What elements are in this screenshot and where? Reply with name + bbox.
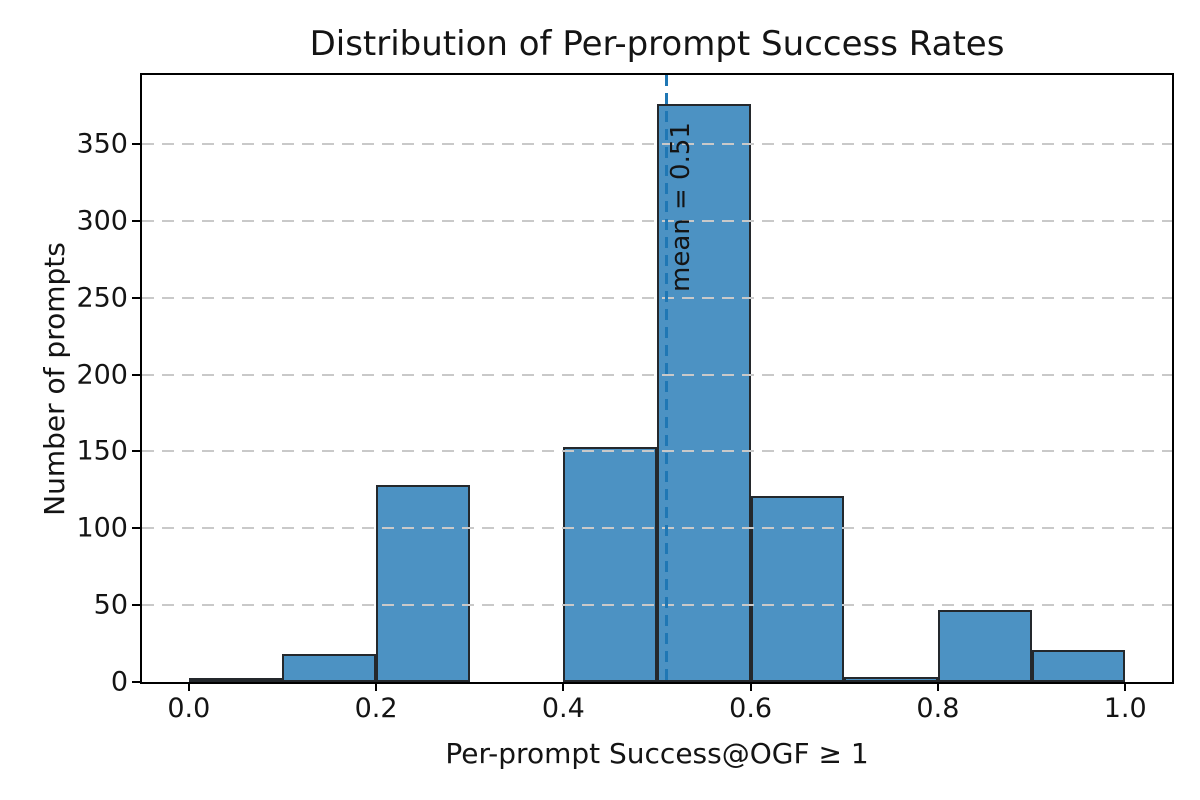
y-axis-label: Number of prompts [38, 242, 71, 516]
x-axis-label: Per-prompt Success@OGF ≥ 1 [445, 737, 869, 770]
y-tick [132, 681, 142, 683]
y-tick [132, 143, 142, 146]
y-tick-label: 350 [76, 128, 128, 160]
y-tick-label: 200 [76, 359, 128, 391]
y-tick-label: 50 [93, 589, 128, 621]
y-tick [132, 604, 142, 607]
histogram-bar [563, 446, 657, 682]
histogram-bar [376, 485, 470, 682]
gridline [142, 373, 1172, 376]
histogram-bar [937, 609, 1032, 682]
x-tick [936, 682, 939, 691]
y-tick-label: 250 [76, 282, 128, 314]
histogram-bar [844, 677, 938, 682]
gridline [142, 219, 1172, 222]
gridline [142, 143, 1172, 146]
x-tick [1124, 682, 1127, 691]
histogram-bar [750, 496, 845, 682]
x-tick [187, 682, 190, 691]
histogram-bar [282, 654, 377, 682]
x-tick [375, 682, 378, 691]
histogram-bar [188, 678, 283, 682]
x-tick [562, 682, 565, 691]
x-tick-label: 1.0 [1103, 693, 1147, 724]
x-tick-label: 0.8 [916, 693, 960, 724]
y-tick-label: 300 [76, 205, 128, 237]
y-tick-label: 100 [76, 512, 128, 544]
mean-line [664, 75, 668, 682]
x-tick-label: 0.2 [354, 693, 398, 724]
gridline [142, 296, 1172, 299]
y-tick [132, 527, 142, 530]
mean-annotation: mean = 0.51 [666, 122, 696, 292]
y-tick [132, 450, 142, 453]
y-tick [132, 296, 142, 299]
y-tick-label: 150 [76, 435, 128, 467]
gridline [142, 450, 1172, 453]
plot-area: mean = 0.51 0.0 0.2 0.4 0.6 0.8 1.0 0 50 100 150 2… [76, 73, 1174, 724]
x-tick-label: 0.6 [729, 693, 773, 724]
histogram-bar [657, 104, 751, 682]
histogram-bar [1031, 649, 1126, 682]
y-tick [132, 219, 142, 222]
y-tick-label: 0 [110, 666, 128, 698]
chart-title: Distribution of Per-prompt Success Rates [309, 24, 1005, 64]
gridline [142, 604, 1172, 607]
y-tick [132, 373, 142, 376]
x-tick-label: 0.4 [541, 693, 585, 724]
gridline [142, 527, 1172, 530]
x-tick-label: 0.0 [167, 693, 211, 724]
x-tick [749, 682, 752, 691]
